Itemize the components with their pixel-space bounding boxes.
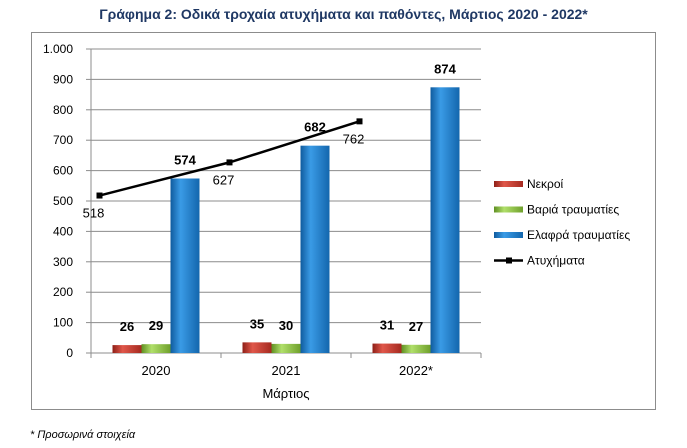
bar (170, 178, 200, 353)
legend-swatch (494, 206, 523, 213)
legend-swatch (494, 232, 523, 238)
bar-data-label: 30 (279, 318, 293, 333)
bar-data-label: 29 (149, 318, 163, 333)
chart-title: Γράφημα 2: Οδικά τροχαία ατυχήματα και π… (99, 6, 588, 22)
legend-marker (506, 257, 512, 264)
line-data-label: 518 (83, 206, 105, 221)
bar-data-label: 35 (250, 316, 264, 331)
y-tick-label: 900 (53, 72, 73, 86)
legend-label: Νεκροί (527, 177, 564, 191)
bar-data-label: 31 (380, 318, 394, 333)
footnote: * Προσωρινά στοιχεία (30, 429, 136, 441)
bar (112, 345, 142, 353)
legend-label: Ατυχήματα (527, 254, 585, 268)
y-tick-label: 200 (53, 285, 73, 299)
x-tick-label: 2021 (272, 363, 301, 378)
legend-swatch (494, 181, 523, 187)
bar (372, 343, 402, 353)
y-tick-label: 500 (53, 194, 73, 208)
line-marker (96, 192, 103, 199)
y-tick-label: 0 (66, 346, 73, 360)
y-tick-label: 600 (53, 164, 73, 178)
line-marker (356, 118, 363, 125)
chart-frame (31, 32, 656, 410)
legend-label: Ελαφρά τραυματίες (527, 228, 630, 242)
bar (401, 344, 431, 353)
bar (271, 343, 301, 353)
bar-data-label: 874 (434, 61, 456, 76)
x-axis-label: Μάρτιος (262, 386, 309, 401)
bar-data-label: 26 (120, 319, 134, 334)
bar-data-label: 27 (409, 319, 423, 334)
line-data-label: 762 (343, 131, 365, 146)
bar (300, 145, 330, 353)
y-tick-label: 400 (53, 224, 73, 238)
bar (430, 87, 460, 353)
x-tick-label: 2022* (399, 363, 433, 378)
y-tick-label: 1.000 (43, 42, 73, 56)
y-tick-label: 700 (53, 133, 73, 147)
y-tick-label: 100 (53, 316, 73, 330)
bar-data-label: 574 (174, 153, 196, 168)
bar (141, 344, 171, 353)
legend-label: Βαριά τραυματίες (527, 203, 619, 217)
line-data-label: 627 (213, 172, 235, 187)
line-marker (226, 159, 233, 166)
bar-data-label: 682 (304, 120, 326, 135)
bar (242, 342, 272, 353)
x-tick-label: 2020 (142, 363, 171, 378)
y-tick-label: 800 (53, 103, 73, 117)
y-tick-label: 300 (53, 255, 73, 269)
